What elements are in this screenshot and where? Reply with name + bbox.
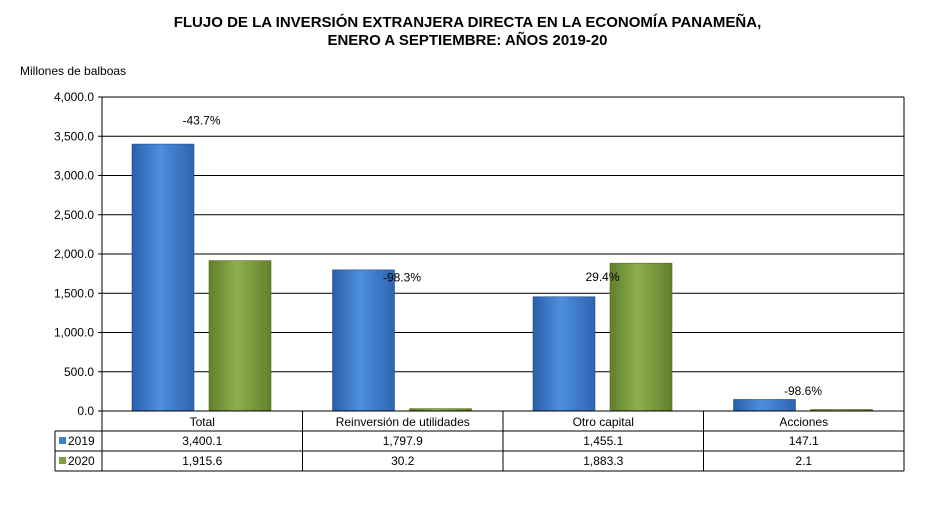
y-tick-label: 2,000.0	[54, 247, 94, 261]
y-axis-unit-label: Millones de balboas	[20, 64, 127, 78]
legend-key-2019	[59, 437, 66, 444]
data-table-value: 3,400.1	[182, 434, 222, 448]
bar-2019-2	[532, 296, 596, 412]
bar-2020-0	[208, 260, 272, 412]
y-tick-label: 3,500.0	[54, 129, 94, 143]
x-category-label: Reinversión de utilidades	[336, 415, 470, 429]
x-category-label: Total	[190, 415, 215, 429]
x-category-label: Acciones	[779, 415, 828, 429]
x-category-label: Otro capital	[573, 415, 634, 429]
legend-label-2019: 2019	[68, 434, 95, 448]
chart-title-line-2: ENERO A SEPTIEMBRE: AÑOS 2019-20	[327, 32, 608, 49]
annotation-pct-change: -98.6%	[784, 384, 822, 398]
data-table-value: 1,797.9	[383, 434, 423, 448]
chart-title-line-1: FLUJO DE LA INVERSIÓN EXTRANJERA DIRECTA…	[173, 14, 762, 31]
legend-label-2020: 2020	[68, 454, 95, 468]
data-table-value: 147.1	[789, 434, 819, 448]
bar-2019-3	[733, 399, 796, 412]
annotation-pct-change: -43.7%	[182, 114, 220, 128]
data-table-value: 1,883.3	[583, 454, 623, 468]
y-tick-label: 1,000.0	[54, 326, 94, 340]
y-tick-label: 2,500.0	[54, 208, 94, 222]
data-table-value: 1,455.1	[583, 434, 623, 448]
y-tick-label: 4,000.0	[54, 90, 94, 104]
annotation-pct-change: 29.4%	[585, 270, 619, 284]
y-tick-label: 1,500.0	[54, 286, 94, 300]
y-tick-label: 500.0	[64, 365, 94, 379]
bar-2020-2	[609, 262, 673, 412]
data-table-value: 30.2	[391, 454, 415, 468]
y-tick-label: 0.0	[77, 404, 94, 418]
data-table-value: 2.1	[795, 454, 812, 468]
y-tick-label: 3,000.0	[54, 169, 94, 183]
legend-key-2020	[59, 457, 66, 464]
bar-2019-1	[332, 269, 395, 412]
data-table-value: 1,915.6	[182, 454, 222, 468]
annotation-pct-change: -98.3%	[383, 271, 421, 285]
bar-2019-0	[131, 143, 195, 412]
